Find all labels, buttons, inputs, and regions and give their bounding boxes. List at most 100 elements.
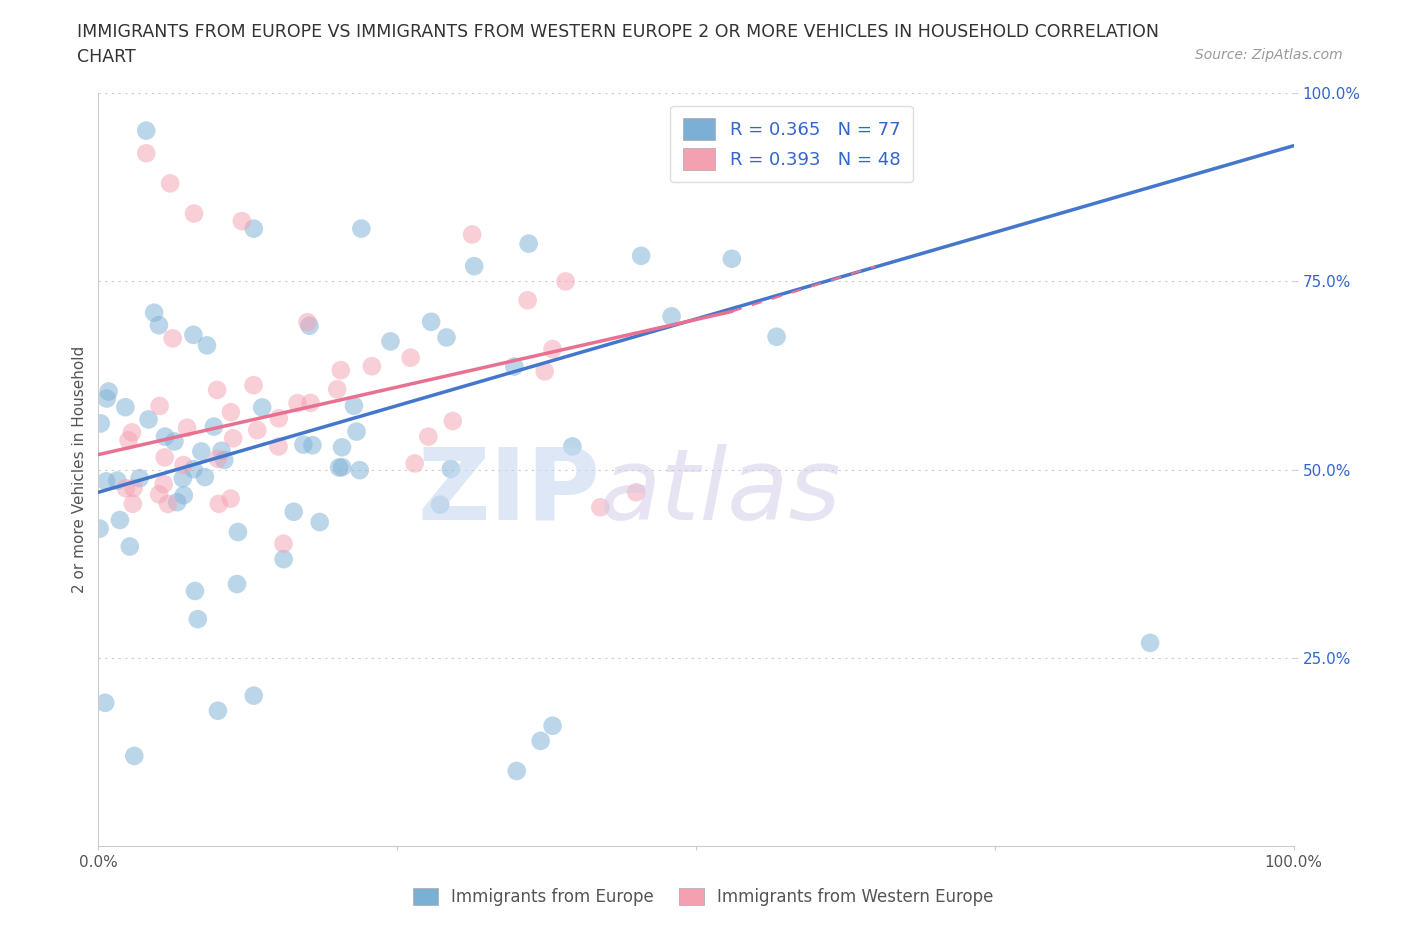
Point bbox=[148, 487, 170, 502]
Point bbox=[128, 471, 150, 485]
Point bbox=[183, 206, 205, 221]
Text: IMMIGRANTS FROM EUROPE VS IMMIGRANTS FROM WESTERN EUROPE 2 OR MORE VEHICLES IN H: IMMIGRANTS FROM EUROPE VS IMMIGRANTS FRO… bbox=[77, 23, 1160, 41]
Point bbox=[163, 434, 186, 449]
Point bbox=[267, 411, 290, 426]
Point bbox=[308, 514, 330, 529]
Point bbox=[243, 688, 266, 703]
Point bbox=[202, 419, 225, 434]
Point bbox=[399, 351, 422, 365]
Point bbox=[721, 251, 744, 266]
Point bbox=[299, 395, 322, 410]
Point bbox=[184, 583, 207, 598]
Point bbox=[149, 399, 172, 414]
Point bbox=[436, 330, 458, 345]
Point bbox=[461, 227, 484, 242]
Point bbox=[148, 318, 170, 333]
Point bbox=[273, 551, 295, 566]
Point bbox=[1139, 635, 1161, 650]
Point bbox=[208, 497, 231, 512]
Point bbox=[108, 512, 131, 527]
Point bbox=[231, 214, 253, 229]
Text: CHART: CHART bbox=[77, 48, 136, 66]
Point bbox=[117, 432, 139, 447]
Point bbox=[159, 176, 181, 191]
Y-axis label: 2 or more Vehicles in Household: 2 or more Vehicles in Household bbox=[72, 346, 87, 593]
Point bbox=[94, 696, 117, 711]
Point bbox=[194, 470, 217, 485]
Text: atlas: atlas bbox=[600, 444, 842, 540]
Point bbox=[156, 497, 179, 512]
Point bbox=[267, 439, 290, 454]
Point bbox=[138, 412, 160, 427]
Point bbox=[207, 451, 229, 466]
Point bbox=[541, 718, 564, 733]
Point bbox=[380, 334, 402, 349]
Text: ZIP: ZIP bbox=[418, 444, 600, 540]
Point bbox=[153, 450, 176, 465]
Point bbox=[330, 440, 353, 455]
Point bbox=[626, 485, 648, 499]
Legend: Immigrants from Europe, Immigrants from Western Europe: Immigrants from Europe, Immigrants from … bbox=[406, 881, 1000, 912]
Point bbox=[517, 236, 540, 251]
Point bbox=[765, 329, 787, 344]
Point bbox=[190, 444, 212, 458]
Point bbox=[122, 481, 145, 496]
Point bbox=[298, 318, 321, 333]
Point bbox=[124, 749, 146, 764]
Point bbox=[418, 429, 440, 444]
Point bbox=[503, 359, 526, 374]
Point bbox=[516, 293, 538, 308]
Point bbox=[226, 525, 249, 539]
Point bbox=[287, 395, 309, 410]
Point bbox=[214, 453, 236, 468]
Point bbox=[283, 504, 305, 519]
Point bbox=[211, 444, 233, 458]
Point bbox=[219, 405, 242, 419]
Point bbox=[115, 481, 138, 496]
Point bbox=[630, 248, 652, 263]
Point bbox=[420, 314, 443, 329]
Point bbox=[328, 460, 350, 475]
Point bbox=[94, 474, 117, 489]
Point bbox=[105, 473, 128, 488]
Point bbox=[297, 314, 319, 329]
Point bbox=[97, 384, 120, 399]
Point bbox=[89, 521, 111, 536]
Point bbox=[90, 416, 112, 431]
Point bbox=[661, 309, 683, 324]
Point bbox=[153, 430, 176, 445]
Point bbox=[242, 378, 264, 392]
Point bbox=[143, 305, 166, 320]
Point bbox=[187, 612, 209, 627]
Point bbox=[135, 124, 157, 139]
Point bbox=[226, 577, 249, 591]
Point bbox=[118, 539, 141, 554]
Point bbox=[329, 363, 352, 378]
Point bbox=[173, 487, 195, 502]
Point bbox=[152, 476, 174, 491]
Point bbox=[96, 392, 118, 406]
Point bbox=[273, 537, 295, 551]
Point bbox=[463, 259, 485, 273]
Point bbox=[554, 274, 576, 289]
Point bbox=[176, 420, 198, 435]
Point bbox=[506, 764, 529, 778]
Point bbox=[561, 439, 583, 454]
Point bbox=[207, 703, 229, 718]
Point bbox=[330, 459, 353, 474]
Point bbox=[246, 423, 269, 438]
Point bbox=[343, 398, 366, 413]
Point bbox=[429, 498, 451, 512]
Point bbox=[346, 424, 368, 439]
Point bbox=[589, 500, 612, 515]
Point bbox=[135, 146, 157, 161]
Point bbox=[222, 431, 245, 445]
Point bbox=[250, 400, 273, 415]
Point bbox=[243, 221, 266, 236]
Point bbox=[349, 463, 371, 478]
Point bbox=[219, 491, 242, 506]
Point bbox=[166, 495, 188, 510]
Point bbox=[183, 327, 205, 342]
Text: Source: ZipAtlas.com: Source: ZipAtlas.com bbox=[1195, 48, 1343, 62]
Point bbox=[404, 456, 426, 471]
